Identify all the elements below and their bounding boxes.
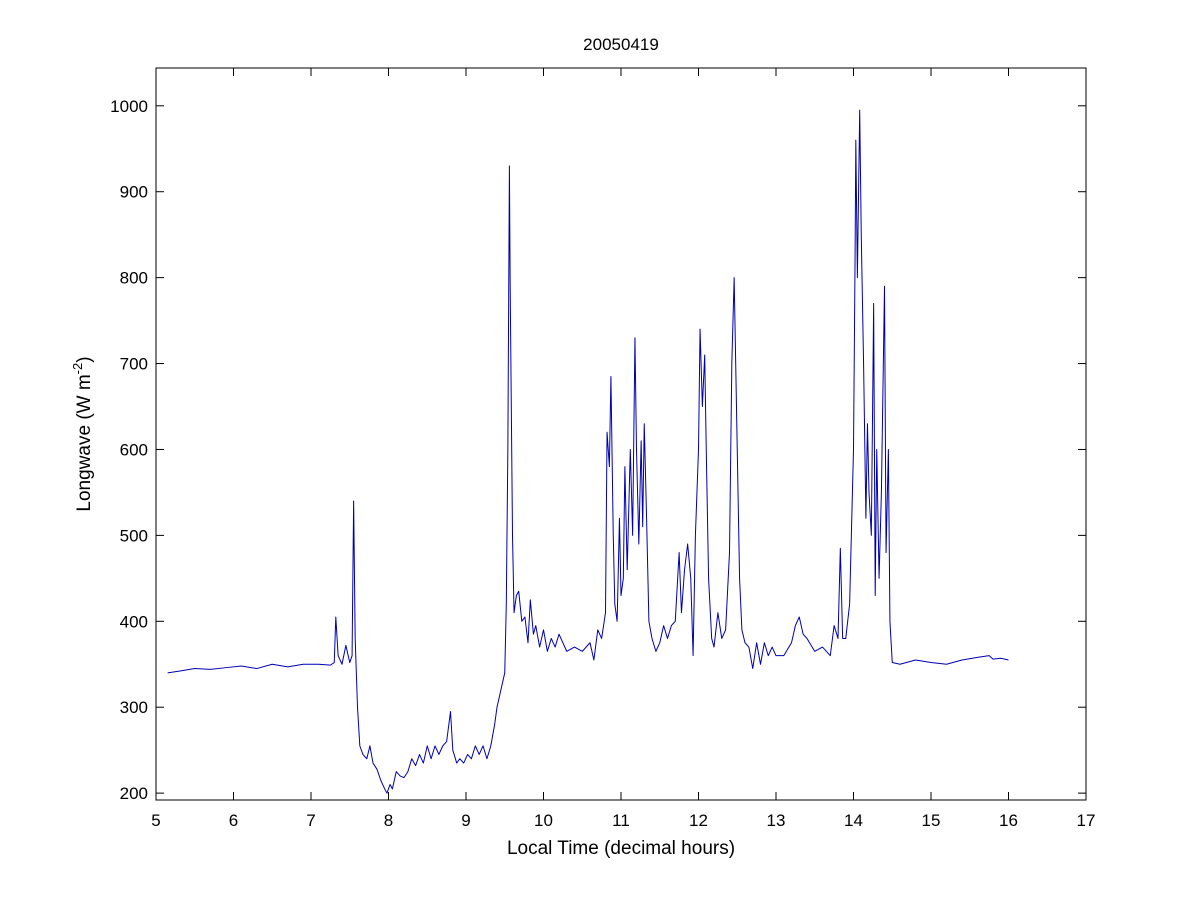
data-line [167,109,1009,794]
y-tick-label: 500 [120,526,148,545]
y-axis-label-text: Longwave (W m [74,374,95,511]
y-tick-label: 400 [120,612,148,631]
x-tick-label: 6 [229,811,238,830]
y-axis-label-end: ) [74,356,95,362]
y-tick-label: 600 [120,440,148,459]
y-tick-label: 200 [120,784,148,803]
y-axis-label: Longwave (W m-2) [70,356,95,511]
y-tick-label: 1000 [110,97,148,116]
y-tick-label: 800 [120,269,148,288]
y-tick-label: 700 [120,355,148,374]
plot-frame [155,67,1087,801]
chart-title: 20050419 [583,35,659,54]
x-tick-label: 14 [844,811,863,830]
y-tick-label: 900 [120,183,148,202]
x-tick-label: 5 [151,811,160,830]
x-axis-label: Local Time (decimal hours) [507,838,735,859]
x-tick-label: 16 [999,811,1018,830]
x-tick-label: 12 [689,811,708,830]
x-tick-label: 17 [1077,811,1096,830]
y-axis-label-sup: -2 [70,363,85,375]
x-tick-label: 7 [306,811,315,830]
x-tick-label: 10 [534,811,553,830]
x-tick-label: 15 [922,811,941,830]
x-tick-label: 13 [767,811,786,830]
y-tick-label: 300 [120,698,148,717]
x-tick-label: 8 [384,811,393,830]
x-tick-label: 11 [612,811,630,830]
x-tick-label: 9 [461,811,470,830]
